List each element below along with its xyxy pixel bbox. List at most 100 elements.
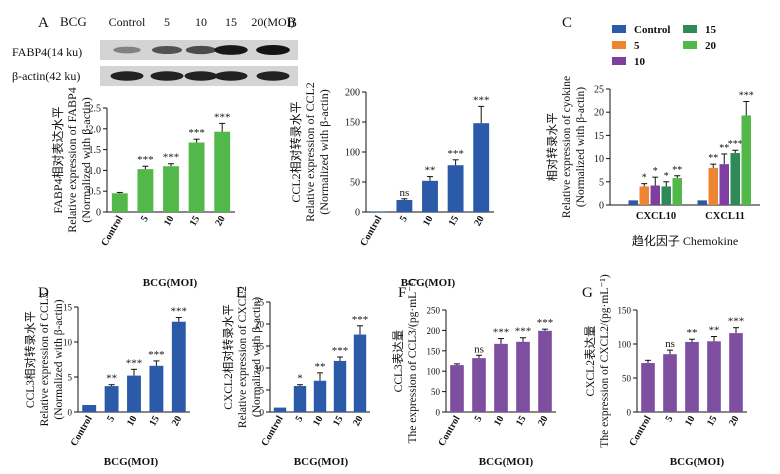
y-axis-title-line: CXCL2相对转录水平 [221,304,235,409]
y-axis-title-line: (Normalized with β-actin) [53,299,65,419]
bar [422,180,438,212]
bar [639,186,649,205]
significance-label: *** [148,349,165,361]
y-tick-label: 10 [63,338,73,348]
bar [447,165,464,212]
bar [661,186,671,205]
bar [707,341,721,412]
significance-label: ** [709,325,720,337]
panel-label-b: B [287,15,297,31]
y-tick-label: 100 [427,367,441,377]
bar [353,334,367,412]
y-tick-label: 2.0 [89,124,102,135]
blot-lane-label: 20(MOI) [251,15,294,29]
x-tick-label: 5 [398,214,410,224]
blot-row-label-actin: β-actin(42 ku) [12,69,80,83]
x-tick-label: 15 [331,414,346,428]
y-tick-label: 0 [599,201,604,212]
y-tick-label: 200 [345,88,360,99]
x-tick-label: 5 [294,414,306,424]
x-axis-title: BCG(MOI) [143,277,198,289]
significance-label: ** [106,373,117,385]
bar [149,365,164,412]
chart-panel-d: 0 5 10 15 CCL3相对转录水平 Relative expression of C… [23,292,190,468]
bar [82,405,97,412]
legend-swatch [683,41,697,49]
x-axis-title: 趋化因子 Chemokine [632,234,738,248]
legend-swatch [612,25,626,33]
y-tick-label: 25 [594,85,604,96]
chart-panel-f: 0 50 100 150 200 250 CCL3表达量 The expression of … [391,278,556,468]
y-tick-label: 250 [427,306,441,316]
x-tick-label: Control [69,414,95,448]
blot-lane-label: 15 [225,15,237,29]
bar [214,131,231,212]
x-tick-label: 15 [514,414,529,428]
blot-band [214,71,248,81]
y-axis-title-line: (Normalized with β-actin) [317,89,331,214]
significance-label: ** [687,327,698,339]
y-tick-label: 0 [68,408,73,418]
significance-label: *** [515,326,532,338]
bar [672,178,682,205]
x-axis-title: BCG(MOI) [104,456,159,468]
significance-label: *** [728,316,745,328]
panel-label-e: E [236,285,245,301]
x-tick-label: 20 [351,414,366,428]
significance-label: *** [728,139,743,150]
bar [111,193,128,212]
x-tick-label: 10 [421,214,436,228]
blot-lane-label: 10 [195,15,207,29]
y-tick-label: 0 [627,408,632,418]
x-tick-label: Control [436,414,462,448]
y-tick-label: 0.5 [89,187,102,198]
bar [641,363,655,412]
panel-label-d: D [38,285,49,301]
chart-panel-g: 0 50 100 150 CXCL2表达量 The expression of CXCL2… [583,274,747,468]
y-axis-title-line: CXCL2表达量 [583,326,597,397]
western-blot: BCG Control 5 10 15 20(MOI) FABP4(14 ku)… [12,14,298,86]
y-axis-title-line: Relative expression of CCL3 [39,292,51,426]
x-tick-label: Control [627,414,653,448]
x-tick-label: 20 [213,214,228,228]
blot-band [151,45,183,55]
x-axis-title: BCG(MOI) [294,456,349,468]
significance-label: *** [352,314,369,326]
bar [628,200,638,205]
legend-swatch [612,57,626,65]
panel-label-a: A [38,15,49,31]
legend-label: 20 [705,40,717,52]
x-tick-label: 20 [472,214,487,228]
y-tick-label: 25 [255,298,265,308]
x-axis-title: BCG(MOI) [670,456,725,468]
blot-band [256,71,290,81]
bar [163,166,179,212]
y-axis-title-line: CCL2相对转录水平 [288,101,303,202]
bar [450,365,464,412]
bar [137,169,154,212]
y-tick-label: 15 [255,342,265,352]
y-tick-label: 5 [260,386,265,396]
legend-label: 15 [705,24,717,36]
bar [663,354,677,412]
y-tick-label: 100 [345,148,360,159]
y-tick-label: 5 [68,373,73,383]
y-tick-label: 10 [594,154,604,165]
x-tick-label: Control [259,414,285,448]
bar [127,375,141,412]
y-tick-label: 100 [618,340,632,350]
y-tick-label: 20 [594,108,604,119]
blot-row-label-fabp4: FABP4(14 ku) [12,45,82,59]
legend-swatch [683,25,697,33]
significance-label: *** [163,152,180,164]
x-tick-label: 10 [311,414,326,428]
bar [473,123,490,212]
x-tick-label: 15 [147,414,162,428]
panel-label-g: G [582,285,593,301]
x-tick-label: 15 [188,214,203,228]
bar [171,321,186,412]
significance-label: *** [493,327,510,339]
significance-label: *** [137,154,154,166]
x-tick-label: 15 [447,214,462,228]
